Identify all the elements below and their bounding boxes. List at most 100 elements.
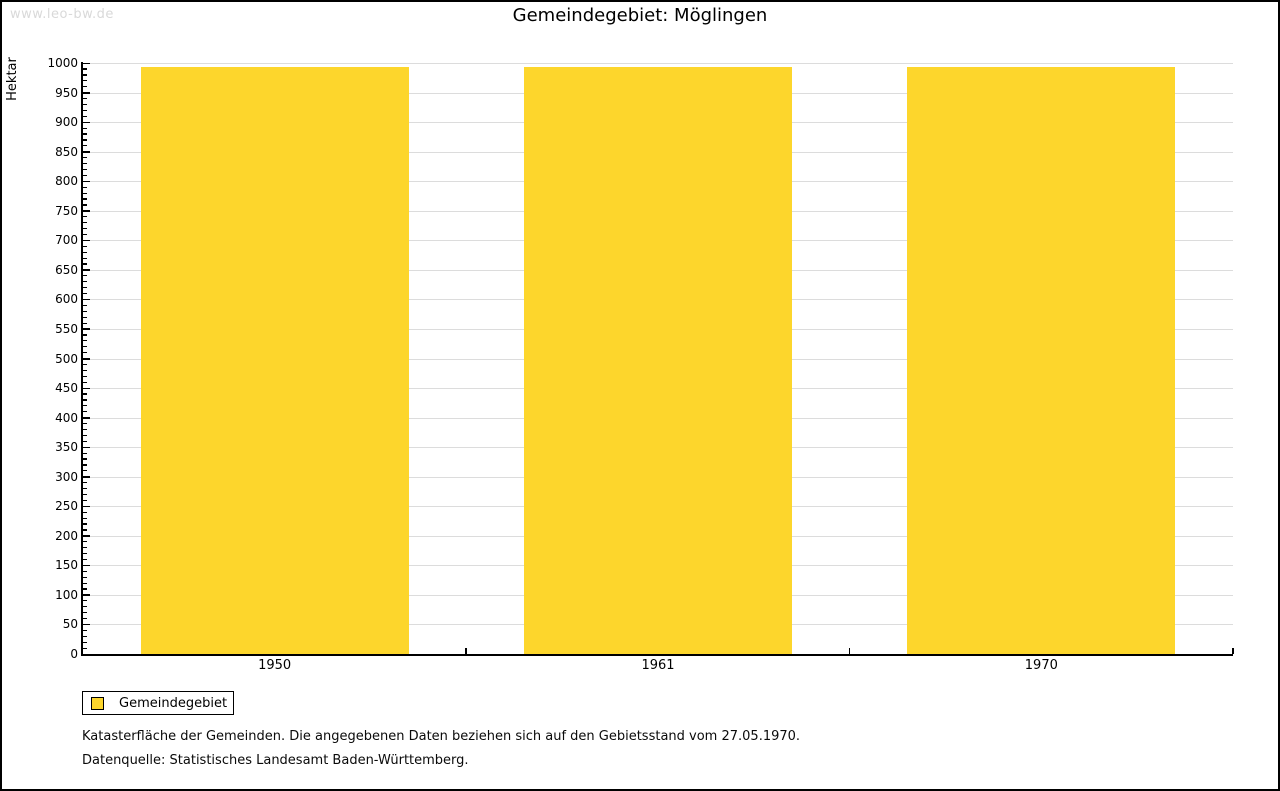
y-minor-tick <box>83 511 87 513</box>
y-minor-tick <box>83 411 87 413</box>
y-major-tick <box>83 623 90 626</box>
y-minor-tick <box>83 381 87 383</box>
y-minor-tick <box>83 139 87 141</box>
y-minor-tick <box>83 322 87 324</box>
x-boundary-tick <box>848 648 851 654</box>
y-major-tick <box>83 62 90 64</box>
y-minor-tick <box>83 482 87 484</box>
y-minor-tick <box>83 517 87 519</box>
y-minor-tick <box>83 612 87 614</box>
y-minor-tick <box>83 127 87 129</box>
y-minor-tick <box>83 316 87 318</box>
y-minor-tick <box>83 109 87 111</box>
watermark: www.leo-bw.de <box>10 7 114 22</box>
y-axis-label: Hektar <box>5 57 20 101</box>
y-major-tick <box>83 151 90 153</box>
footnote-data-source: Datenquelle: Statistisches Landesamt Bad… <box>82 753 469 768</box>
y-minor-tick <box>83 470 87 472</box>
y-minor-tick <box>83 553 87 555</box>
y-tick-label: 250 <box>55 499 78 514</box>
y-minor-tick <box>83 281 87 283</box>
y-tick-label: 100 <box>55 587 78 602</box>
y-minor-tick <box>83 204 87 206</box>
y-minor-tick <box>83 363 87 366</box>
y-major-tick <box>83 328 90 330</box>
y-tick-label: 1000 <box>47 56 78 70</box>
y-minor-tick <box>83 340 87 342</box>
y-minor-tick <box>83 257 87 259</box>
y-minor-tick <box>83 245 87 247</box>
y-minor-tick <box>83 310 87 312</box>
y-minor-tick <box>83 369 87 371</box>
y-minor-tick <box>83 263 87 265</box>
bar-1970 <box>907 67 1176 654</box>
y-tick-label: 800 <box>55 174 78 189</box>
y-major-tick <box>83 210 90 212</box>
y-tick-label: 750 <box>55 203 78 218</box>
y-minor-tick <box>83 292 87 295</box>
y-major-tick <box>83 92 90 94</box>
y-tick-label: 300 <box>55 469 78 484</box>
y-major-tick <box>83 269 90 271</box>
y-tick-label: 950 <box>55 85 78 100</box>
y-major-tick <box>83 446 90 449</box>
y-minor-tick <box>83 529 87 531</box>
y-minor-tick <box>83 198 87 200</box>
y-minor-tick <box>83 222 87 224</box>
y-minor-tick <box>83 600 87 602</box>
y-major-tick <box>83 298 90 301</box>
y-minor-tick <box>83 488 87 490</box>
y-minor-tick <box>83 499 87 502</box>
y-minor-tick <box>83 423 87 425</box>
y-major-tick <box>83 476 90 478</box>
y-minor-tick <box>83 428 87 431</box>
gridline <box>83 63 1233 64</box>
y-minor-tick <box>83 74 87 76</box>
y-major-tick <box>83 594 90 596</box>
x-tick-label: 1950 <box>258 658 292 673</box>
y-major-tick <box>83 387 90 390</box>
y-minor-tick <box>83 97 87 100</box>
y-tick-label: 150 <box>55 558 78 573</box>
y-minor-tick <box>83 582 87 584</box>
bar-1961 <box>524 67 792 654</box>
y-minor-tick <box>83 145 87 147</box>
y-major-tick <box>83 180 90 183</box>
x-tick-label: 1961 <box>641 658 675 673</box>
x-tick-label: 1970 <box>1024 658 1058 673</box>
y-minor-tick <box>83 647 87 649</box>
y-minor-tick <box>83 352 87 354</box>
legend-box: Gemeindegebiet <box>82 691 234 715</box>
y-minor-tick <box>83 641 87 643</box>
y-minor-tick <box>83 434 87 437</box>
y-minor-tick <box>83 588 87 590</box>
y-minor-tick <box>83 68 87 70</box>
y-minor-tick <box>83 405 87 407</box>
legend-label: Gemeindegebiet <box>119 695 228 711</box>
y-tick-label: 500 <box>55 351 78 366</box>
y-minor-tick <box>83 334 87 336</box>
y-minor-tick <box>83 558 87 561</box>
chart-title: Gemeindegebiet: Möglingen <box>512 5 768 26</box>
y-tick-label: 550 <box>55 321 78 336</box>
y-minor-tick <box>83 162 87 165</box>
y-tick-label: 350 <box>55 440 78 455</box>
y-minor-tick <box>83 233 87 236</box>
y-major-tick <box>83 564 90 567</box>
y-minor-tick <box>83 440 87 442</box>
y-minor-tick <box>83 458 87 460</box>
y-tick-label: 600 <box>55 292 78 307</box>
y-minor-tick <box>83 393 87 395</box>
y-minor-tick <box>83 399 87 401</box>
x-axis-line <box>81 654 1233 656</box>
y-minor-tick <box>83 174 87 176</box>
y-tick-label: 900 <box>55 115 78 130</box>
y-minor-tick <box>83 287 87 289</box>
y-minor-tick <box>83 547 87 549</box>
y-minor-tick <box>83 227 87 230</box>
y-minor-tick <box>83 168 87 171</box>
y-minor-tick <box>83 103 87 106</box>
y-minor-tick <box>83 576 87 578</box>
legend-swatch <box>91 696 104 710</box>
